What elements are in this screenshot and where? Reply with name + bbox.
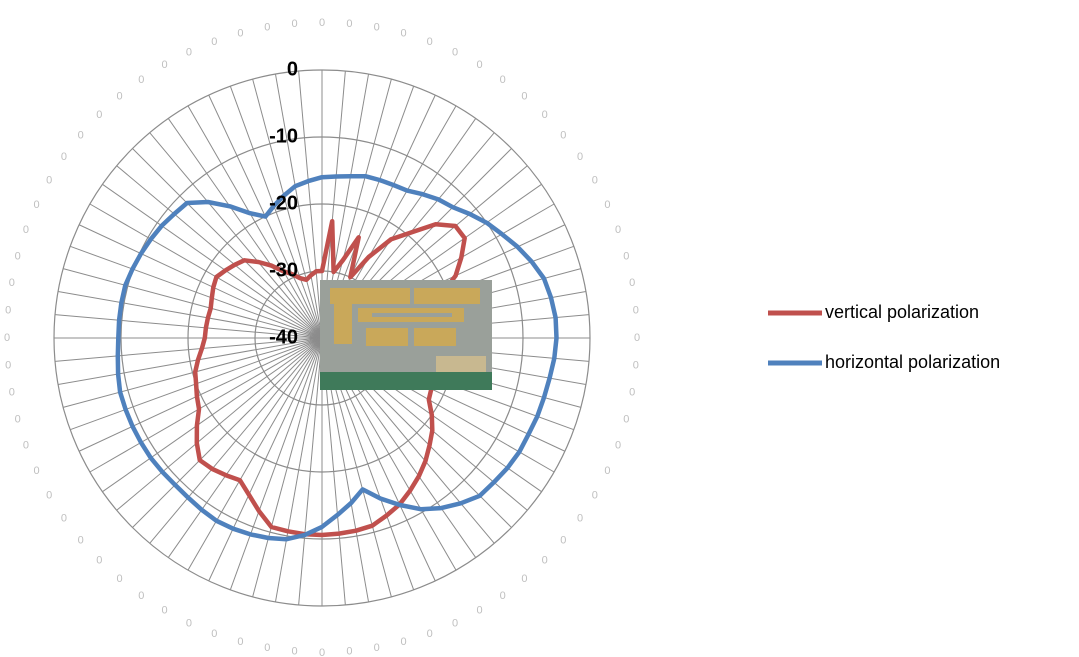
category-label: 0 (623, 413, 629, 425)
category-label: 0 (291, 18, 297, 30)
category-label: 0 (633, 359, 639, 371)
category-label: 0 (400, 636, 406, 648)
category-label: 0 (476, 59, 482, 71)
category-label: 0 (237, 636, 243, 648)
category-label: 0 (634, 332, 640, 344)
category-label: 0 (427, 36, 433, 48)
category-label: 0 (186, 617, 192, 629)
category-label: 0 (46, 174, 52, 186)
category-label: 0 (96, 555, 102, 567)
category-label: 0 (33, 199, 39, 211)
category-label: 0 (9, 387, 15, 399)
category-label: 0 (521, 91, 527, 103)
category-label: 0 (521, 573, 527, 585)
category-label: 0 (615, 224, 621, 236)
category-label: 0 (23, 440, 29, 452)
category-label: 0 (78, 534, 84, 546)
category-label: 0 (211, 36, 217, 48)
category-label: 0 (46, 489, 52, 501)
category-label: 0 (264, 642, 270, 654)
series-line (192, 218, 467, 538)
category-label: 0 (33, 465, 39, 477)
category-label: 0 (374, 642, 380, 654)
category-label: 0 (629, 387, 635, 399)
category-label: 0 (264, 22, 270, 34)
category-label: 0 (116, 573, 122, 585)
category-label: 0 (15, 413, 21, 425)
y-tick-label: -10 (269, 125, 298, 147)
category-label: 0 (542, 555, 548, 567)
category-label: 0 (604, 199, 610, 211)
y-tick-label: -40 (269, 326, 298, 348)
y-tick-label: -30 (269, 259, 298, 281)
category-label: 0 (186, 46, 192, 58)
category-label: 0 (577, 513, 583, 525)
series-layer (115, 173, 559, 542)
y-tick-label: 0 (287, 58, 298, 80)
category-label: 0 (592, 174, 598, 186)
category-label: 0 (560, 534, 566, 546)
inset-photo (320, 280, 492, 390)
category-label: 0 (116, 91, 122, 103)
category-label: 0 (604, 465, 610, 477)
category-label: 0 (15, 250, 21, 262)
legend-label: vertical polarization (825, 302, 979, 322)
category-label: 0 (319, 647, 325, 657)
category-label: 0 (5, 359, 11, 371)
grid-ring (120, 136, 524, 540)
category-label: 0 (592, 489, 598, 501)
category-label: 0 (500, 590, 506, 602)
category-label: 0 (138, 590, 144, 602)
category-label: 0 (427, 628, 433, 640)
category-label: 0 (560, 129, 566, 141)
category-label: 0 (374, 22, 380, 34)
category-label: 0 (615, 440, 621, 452)
category-label: 0 (633, 304, 639, 316)
category-label: 0 (577, 151, 583, 163)
category-label: 0 (4, 332, 10, 344)
category-label: 0 (629, 277, 635, 289)
legend: vertical polarization horizontal polariz… (768, 302, 1000, 372)
category-label: 0 (476, 605, 482, 617)
category-label: 0 (138, 74, 144, 86)
y-tick-label: -20 (269, 192, 298, 214)
category-label: 0 (23, 224, 29, 236)
series-line (115, 173, 559, 542)
grid-ring (53, 69, 591, 607)
category-label: 0 (161, 59, 167, 71)
category-label: 0 (96, 109, 102, 121)
category-label: 0 (61, 513, 67, 525)
category-label: 0 (237, 28, 243, 40)
category-label: 0 (452, 617, 458, 629)
category-label: 0 (452, 46, 458, 58)
category-label: 0 (542, 109, 548, 121)
category-label: 0 (9, 277, 15, 289)
category-label: 0 (500, 74, 506, 86)
category-label: 0 (400, 28, 406, 40)
category-label: 0 (211, 628, 217, 640)
category-label: 0 (623, 250, 629, 262)
category-label: 0 (346, 646, 352, 657)
category-label: 0 (61, 151, 67, 163)
category-label: 0 (346, 18, 352, 30)
category-label: 0 (78, 129, 84, 141)
category-label: 0 (161, 605, 167, 617)
category-label: 0 (319, 17, 325, 29)
legend-label: horizontal polarization (825, 352, 1000, 372)
category-label: 0 (291, 646, 297, 657)
category-label: 0 (5, 304, 11, 316)
